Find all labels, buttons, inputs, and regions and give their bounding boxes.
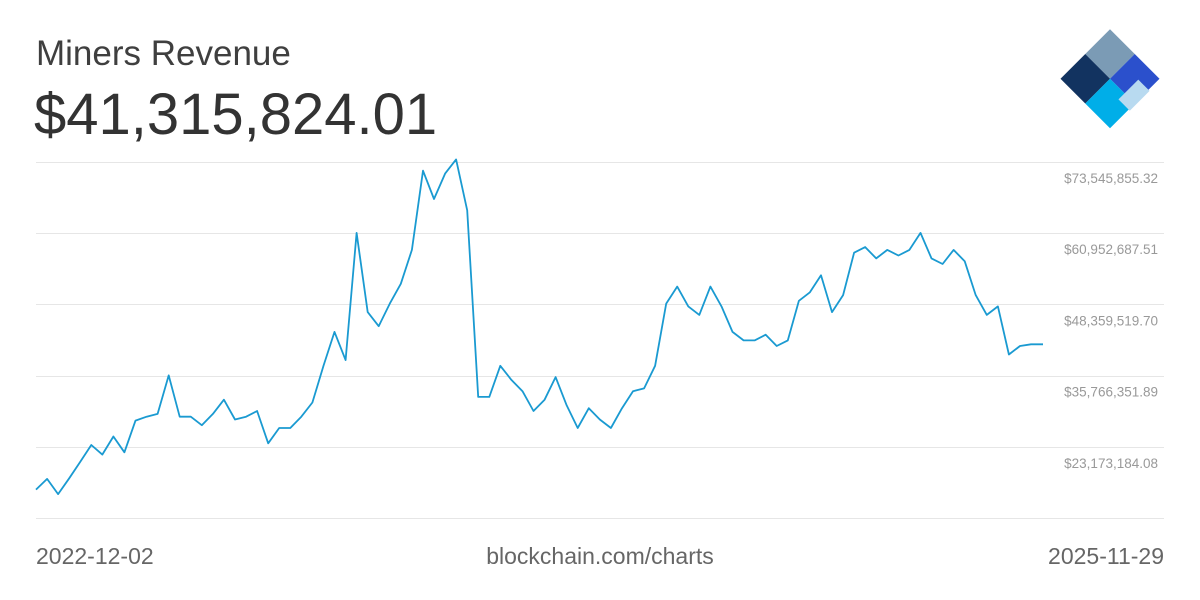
- x-start-label: 2022-12-02: [36, 543, 154, 569]
- gridlines: [36, 162, 1164, 519]
- logo-tile-corner: [1118, 79, 1150, 111]
- blockchain-logo-icon: [1060, 29, 1160, 129]
- y-tick-label: $35,766,351.89: [1064, 385, 1158, 400]
- source-label: blockchain.com/charts: [486, 543, 714, 569]
- y-tick-label: $60,952,687.51: [1064, 242, 1158, 257]
- logo-tile-left: [1060, 54, 1110, 104]
- y-tick-label: $23,173,184.08: [1064, 456, 1158, 471]
- y-tick-label: $48,359,519.70: [1064, 313, 1158, 328]
- x-end-label: 2025-11-29: [1048, 543, 1164, 569]
- chart-title: Miners Revenue: [36, 34, 291, 73]
- series-line: [35, 158, 1043, 495]
- y-tick-labels: $73,545,855.32 $60,952,687.51 $48,359,519.…: [1064, 171, 1158, 471]
- y-tick-label: $73,545,855.32: [1064, 171, 1158, 186]
- current-value: $41,315,824.01: [34, 82, 438, 147]
